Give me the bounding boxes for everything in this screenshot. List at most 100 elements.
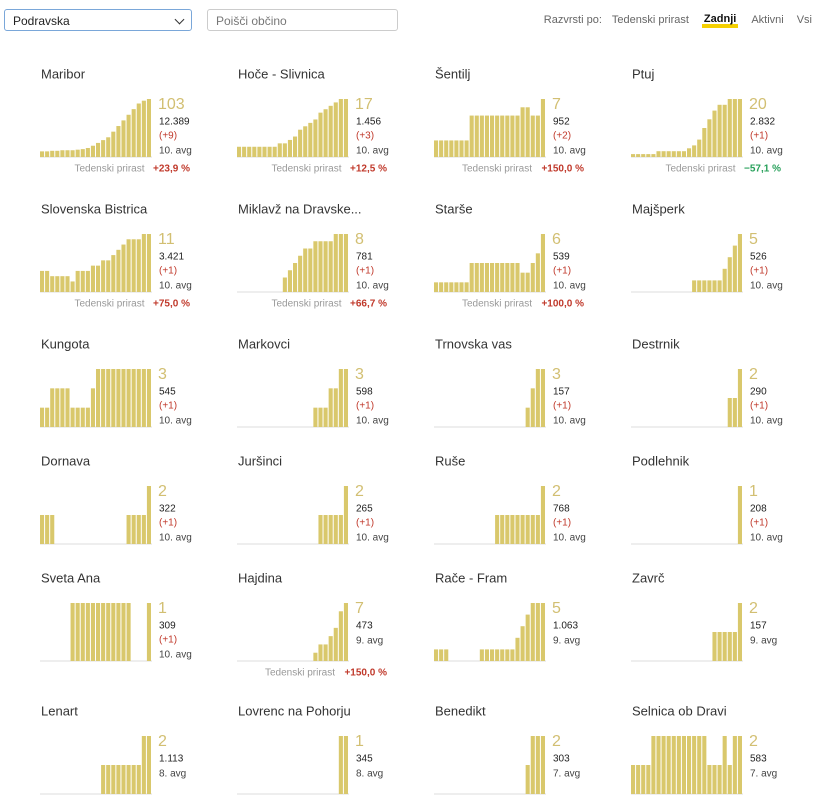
bar xyxy=(75,407,80,427)
bar xyxy=(343,486,348,544)
bar xyxy=(702,128,707,157)
bar xyxy=(500,515,505,544)
bar xyxy=(520,107,525,157)
bar xyxy=(298,129,303,157)
sort-option[interactable]: Aktivni xyxy=(751,14,784,26)
bar xyxy=(732,99,737,157)
bar xyxy=(141,100,146,157)
region-select[interactable]: Podravska xyxy=(4,9,192,31)
bar xyxy=(136,239,141,292)
bar xyxy=(500,115,505,157)
bar xyxy=(85,407,90,427)
bar xyxy=(525,765,530,794)
bar xyxy=(505,515,510,544)
bar xyxy=(676,736,681,794)
bar xyxy=(727,765,732,794)
bar xyxy=(712,765,717,794)
bar xyxy=(641,765,646,794)
bar xyxy=(525,515,530,544)
total-count: 345 xyxy=(356,754,373,765)
bar xyxy=(252,146,257,157)
bar xyxy=(525,107,530,157)
bar xyxy=(737,369,742,427)
bar xyxy=(287,270,292,292)
bar xyxy=(318,407,323,427)
bar xyxy=(727,632,732,661)
sort-option[interactable]: Tedenski prirast xyxy=(611,14,689,26)
bar xyxy=(116,126,121,157)
bar xyxy=(510,515,515,544)
bar xyxy=(121,244,126,292)
delta: (+2) xyxy=(553,131,571,142)
date: 10. avg xyxy=(553,533,586,544)
bar xyxy=(454,140,459,157)
bar xyxy=(631,765,636,794)
bar xyxy=(444,282,449,292)
bar xyxy=(141,369,146,427)
active-count: 3 xyxy=(355,366,364,383)
sort-option[interactable]: Vsi xyxy=(796,14,812,26)
bar xyxy=(434,282,439,292)
bar xyxy=(101,369,106,427)
total-count: 265 xyxy=(356,504,373,515)
card-name: Kungota xyxy=(41,336,90,351)
active-count: 1 xyxy=(355,733,364,750)
card-name: Hajdina xyxy=(238,570,283,585)
bar xyxy=(737,603,742,661)
bar xyxy=(141,515,146,544)
active-count: 8 xyxy=(355,231,364,248)
total-count: 768 xyxy=(553,504,570,515)
bar xyxy=(328,241,333,292)
bar xyxy=(323,241,328,292)
total-count: 208 xyxy=(750,504,767,515)
bar xyxy=(439,140,444,157)
delta: (+1) xyxy=(356,266,374,277)
bar xyxy=(262,146,267,157)
bar xyxy=(65,150,70,157)
bar xyxy=(515,115,520,157)
bar xyxy=(737,736,742,794)
bar xyxy=(636,154,641,157)
bar xyxy=(656,151,661,157)
sort-option[interactable]: Zadnji xyxy=(701,14,739,28)
bar xyxy=(101,765,106,794)
bar xyxy=(434,649,439,661)
bar xyxy=(126,114,131,157)
bar xyxy=(116,369,121,427)
bar xyxy=(121,603,126,661)
bar xyxy=(116,249,121,292)
bar xyxy=(697,280,702,292)
bar xyxy=(90,388,95,427)
bar xyxy=(85,147,90,157)
bar xyxy=(141,736,146,794)
bar xyxy=(474,115,479,157)
bar xyxy=(121,765,126,794)
bar xyxy=(96,265,101,292)
bar xyxy=(298,255,303,292)
bar xyxy=(293,263,298,292)
bar xyxy=(666,736,671,794)
card-name: Markovci xyxy=(238,336,290,351)
bar xyxy=(439,282,444,292)
bar xyxy=(267,146,272,157)
bar xyxy=(141,234,146,292)
date: 10. avg xyxy=(356,533,389,544)
search-input[interactable]: Poišči občino xyxy=(207,9,398,31)
active-count: 7 xyxy=(552,96,561,113)
bar xyxy=(338,515,343,544)
bar xyxy=(308,122,313,157)
growth-value: +12,5 % xyxy=(350,164,387,175)
bar xyxy=(96,603,101,661)
bar xyxy=(707,280,712,292)
bar xyxy=(712,110,717,157)
bar xyxy=(60,388,65,427)
bar xyxy=(293,136,298,157)
bar xyxy=(111,603,116,661)
card-name: Sveta Ana xyxy=(41,570,101,585)
bar xyxy=(318,241,323,292)
card-name: Zavrč xyxy=(632,570,665,585)
bar xyxy=(500,649,505,661)
sort-label: Razvrsti po: xyxy=(543,14,602,26)
bar xyxy=(687,736,692,794)
